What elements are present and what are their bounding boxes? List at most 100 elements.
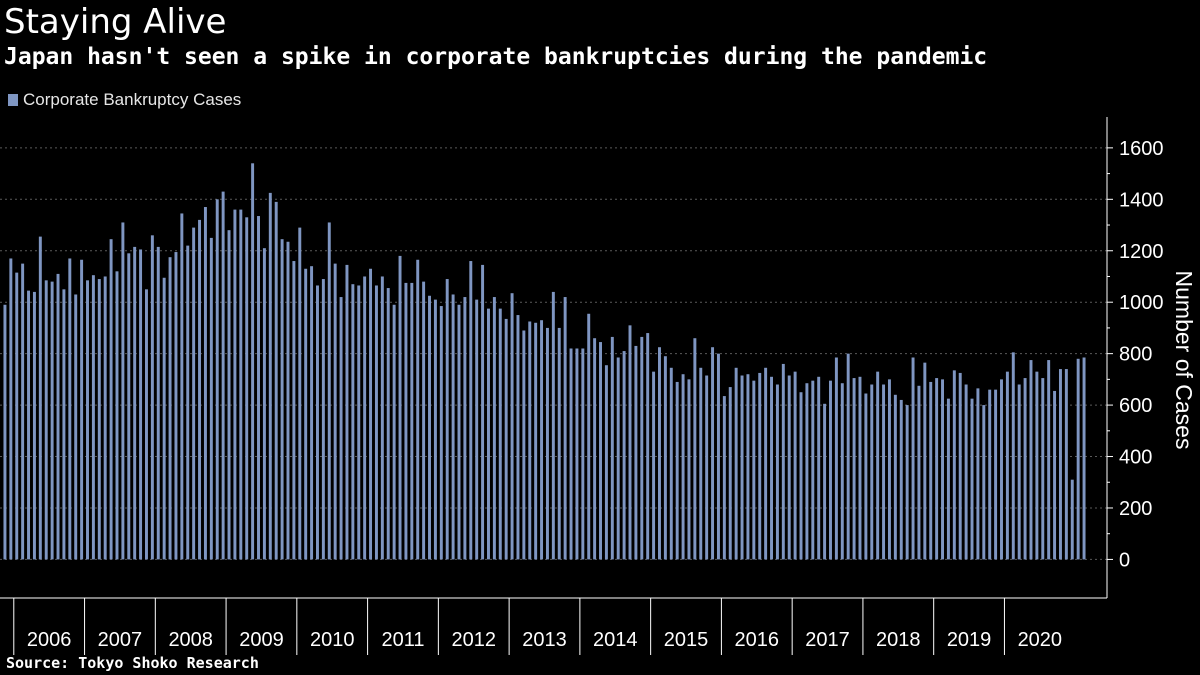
bar xyxy=(581,348,585,560)
bar xyxy=(1029,360,1033,560)
bar xyxy=(21,263,25,560)
chart-title: Staying Alive xyxy=(4,2,227,42)
bar xyxy=(675,381,679,560)
bar xyxy=(251,163,255,560)
bar xyxy=(428,295,431,560)
y-axis-title: Number of Cases xyxy=(1171,271,1197,450)
bar xyxy=(345,264,349,560)
bar xyxy=(74,294,78,560)
bar xyxy=(62,289,66,560)
bar xyxy=(652,371,656,560)
bar xyxy=(27,290,31,560)
bar xyxy=(734,367,738,560)
bar xyxy=(109,239,113,560)
bar xyxy=(144,289,148,560)
bar xyxy=(433,299,437,560)
x-tick-label: 2006 xyxy=(27,629,72,651)
bar xyxy=(711,347,715,560)
bar xyxy=(404,282,408,560)
bar xyxy=(186,245,190,560)
bar xyxy=(964,384,968,560)
bar xyxy=(298,227,302,560)
x-tick-label: 2016 xyxy=(735,629,780,651)
bar xyxy=(9,258,13,560)
y-tick-label: 400 xyxy=(1119,447,1152,469)
bar xyxy=(593,338,597,560)
bar xyxy=(215,199,219,560)
bar xyxy=(599,342,602,560)
bar xyxy=(1011,352,1015,560)
y-tick-label: 1000 xyxy=(1119,292,1164,314)
bar xyxy=(192,227,196,560)
bar xyxy=(150,235,154,560)
bar xyxy=(262,248,266,560)
bar xyxy=(227,230,231,560)
bar xyxy=(422,281,426,560)
bar xyxy=(917,385,921,560)
x-tick-label: 2019 xyxy=(947,629,992,651)
x-tick-label: 2018 xyxy=(876,629,921,651)
bar xyxy=(32,291,36,560)
x-tick-label: 2009 xyxy=(239,629,284,651)
bar xyxy=(38,236,42,560)
bar xyxy=(840,383,844,560)
bar xyxy=(640,336,644,560)
bar xyxy=(1064,369,1068,560)
bar xyxy=(575,348,579,560)
bar xyxy=(610,336,614,560)
bar xyxy=(1058,369,1062,560)
bar xyxy=(887,379,891,560)
y-tick-label: 1400 xyxy=(1119,189,1164,211)
bar xyxy=(935,378,939,560)
bar xyxy=(852,378,856,560)
y-tick-label: 600 xyxy=(1119,395,1152,417)
bar xyxy=(551,291,555,560)
bar xyxy=(280,239,284,560)
bar xyxy=(91,275,95,560)
bar xyxy=(858,376,862,560)
bar xyxy=(339,297,343,560)
bar xyxy=(198,219,202,560)
bar xyxy=(463,297,467,560)
bar xyxy=(799,392,803,560)
bar xyxy=(811,380,815,560)
bar xyxy=(97,279,101,560)
bar xyxy=(257,216,260,560)
bars xyxy=(3,163,1086,560)
bar xyxy=(374,285,378,560)
bar xyxy=(740,375,744,560)
bar xyxy=(1000,379,1003,560)
bar xyxy=(864,393,868,560)
bar xyxy=(557,327,561,560)
legend-label: Corporate Bankruptcy Cases xyxy=(23,90,242,109)
bar xyxy=(722,396,726,560)
bar xyxy=(669,367,673,560)
bar xyxy=(44,280,48,560)
bar xyxy=(976,388,980,560)
bar xyxy=(699,367,703,560)
bar xyxy=(121,222,125,560)
bar xyxy=(239,209,243,560)
bar xyxy=(876,371,880,560)
bar xyxy=(209,237,213,560)
bar xyxy=(233,209,237,560)
bar xyxy=(1023,378,1027,560)
bar xyxy=(929,381,933,560)
bar xyxy=(563,297,567,560)
bar xyxy=(316,285,319,560)
x-tick-label: 2015 xyxy=(664,629,709,651)
bar xyxy=(386,288,390,560)
bar xyxy=(958,372,962,560)
bar xyxy=(941,379,945,560)
bar xyxy=(522,330,526,560)
bar xyxy=(846,353,850,560)
bar xyxy=(363,276,367,560)
bar xyxy=(728,387,732,560)
y-tick-label: 1200 xyxy=(1119,241,1164,263)
bar xyxy=(705,375,709,560)
bar xyxy=(787,375,791,560)
bar xyxy=(946,398,950,560)
bar xyxy=(445,279,449,560)
bar xyxy=(834,357,838,560)
